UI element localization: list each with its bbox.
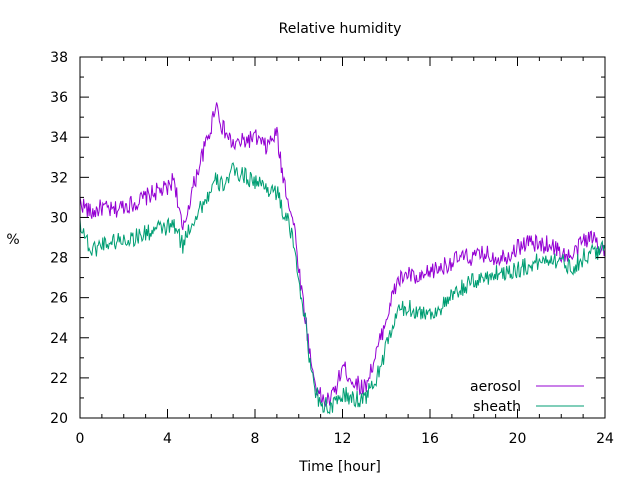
plot-frame [79, 56, 606, 419]
x-tick-label: 8 [251, 431, 260, 447]
y-tick-label: 36 [50, 90, 68, 106]
series-line-sheath [79, 162, 606, 415]
series-layer [79, 102, 606, 415]
y-tick-label: 28 [50, 251, 68, 267]
x-tick-label: 12 [334, 431, 352, 447]
y-axis-label: % [6, 232, 19, 248]
y-tick-label: 32 [50, 170, 68, 186]
y-tick-label: 24 [50, 331, 68, 347]
x-tick-label: 24 [596, 431, 614, 447]
chart-title: Relative humidity [279, 21, 402, 37]
x-axis-label: Time [hour] [298, 459, 381, 475]
y-tick-label: 38 [50, 50, 68, 66]
x-tick-label: 16 [421, 431, 439, 447]
y-tick-label: 30 [50, 210, 68, 226]
tick-layer: 0 4 8 12 16 20 24 20 22 24 26 28 30 32 34 36 38 [50, 50, 614, 447]
legend: aerosol sheath [470, 379, 584, 415]
y-tick-label: 26 [50, 291, 68, 307]
x-tick-label: 4 [163, 431, 172, 447]
x-tick-label: 20 [509, 431, 527, 447]
y-tick-label: 34 [50, 130, 68, 146]
legend-label-aerosol: aerosol [470, 379, 521, 395]
legend-label-sheath: sheath [473, 399, 521, 415]
x-tick-label: 0 [76, 431, 85, 447]
y-tick-label: 20 [50, 411, 68, 427]
y-tick-label: 22 [50, 371, 68, 387]
series-line-aerosol [79, 102, 606, 408]
